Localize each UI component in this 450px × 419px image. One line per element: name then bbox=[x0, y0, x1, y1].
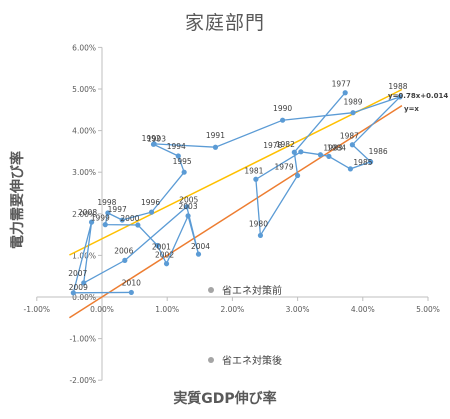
x-tick-label: 4.00% bbox=[351, 305, 375, 314]
data-label-1992: 1992 bbox=[142, 134, 161, 143]
data-label-2003: 2003 bbox=[179, 202, 198, 211]
data-label-1979: 1979 bbox=[275, 163, 294, 172]
data-label-2009: 2009 bbox=[69, 283, 88, 292]
data-label-1982: 1982 bbox=[276, 140, 295, 149]
x-tick-label: 2.00% bbox=[220, 305, 244, 314]
data-point-1987 bbox=[349, 142, 355, 148]
data-point-1979 bbox=[295, 172, 301, 179]
legend-marker-after bbox=[208, 356, 214, 363]
data-point-1988 bbox=[397, 94, 403, 100]
trendline-equation: y=0.78x+0.014 bbox=[388, 92, 448, 100]
y-tick-label: -2.00% bbox=[69, 376, 96, 385]
data-point-1978 bbox=[291, 149, 297, 155]
data-label-1998: 1998 bbox=[97, 198, 116, 207]
data-label-2010: 2010 bbox=[122, 278, 141, 287]
data-label-1993: 1993 bbox=[147, 134, 166, 143]
data-label-1987: 1987 bbox=[340, 132, 359, 141]
data-label-1994: 1994 bbox=[167, 142, 186, 151]
data-point-2010 bbox=[128, 289, 134, 296]
legend-item-after: 省エネ対策後 bbox=[208, 352, 282, 367]
data-point-2006 bbox=[122, 257, 128, 263]
data-point-1991 bbox=[212, 144, 219, 150]
data-point-1984 bbox=[326, 153, 332, 159]
data-label-1986: 1986 bbox=[369, 147, 388, 156]
data-label-1991: 1991 bbox=[206, 131, 225, 140]
data-point-2003 bbox=[185, 213, 191, 219]
data-label-1989: 1989 bbox=[343, 98, 362, 107]
data-point-1982 bbox=[298, 149, 304, 155]
data-label-1977: 1977 bbox=[332, 80, 351, 89]
data-point-1990 bbox=[280, 117, 286, 123]
data-point-1989 bbox=[350, 110, 356, 116]
data-point-1997 bbox=[119, 217, 125, 223]
data-point-1977 bbox=[342, 90, 348, 96]
x-axis-label: 実質GDP伸び率 bbox=[173, 391, 277, 407]
data-point-1986 bbox=[368, 159, 374, 165]
data-label-1997: 1997 bbox=[108, 205, 127, 214]
x-tick-label: 3.00% bbox=[286, 305, 310, 314]
data-label-1978: 1978 bbox=[263, 141, 282, 150]
data-point-1993 bbox=[150, 141, 157, 147]
series-line bbox=[72, 92, 401, 294]
data-label-1995: 1995 bbox=[173, 157, 192, 166]
data-point-1980 bbox=[257, 232, 264, 239]
y-tick-label: 2.00% bbox=[72, 210, 96, 219]
data-label-2002: 2002 bbox=[155, 251, 174, 260]
data-point-1999 bbox=[102, 222, 108, 228]
identity-line bbox=[68, 105, 403, 319]
data-point-1998 bbox=[105, 210, 111, 216]
y-tick-label: 4.00% bbox=[72, 127, 96, 136]
chart-title: 家庭部門 bbox=[184, 12, 265, 34]
legend-label-before: 省エネ対策前 bbox=[222, 286, 282, 297]
data-point-2009 bbox=[70, 290, 76, 296]
data-point-2000 bbox=[135, 222, 141, 228]
data-point-2008 bbox=[88, 219, 95, 225]
x-tick-label: 0.00% bbox=[90, 305, 114, 314]
data-point-1994 bbox=[175, 153, 181, 159]
y-tick-label: 5.00% bbox=[72, 85, 96, 94]
data-point-2004 bbox=[195, 251, 202, 257]
x-tick-label: 5.00% bbox=[416, 305, 440, 314]
y-tick-label: 1.00% bbox=[72, 251, 96, 260]
data-label-1985: 1985 bbox=[353, 158, 372, 167]
data-point-1983 bbox=[317, 152, 324, 158]
data-label-1983: 1983 bbox=[323, 144, 342, 153]
data-label-2006: 2006 bbox=[114, 246, 133, 255]
data-label-2001: 2001 bbox=[152, 242, 171, 251]
x-tick-label: 1.00% bbox=[155, 305, 179, 314]
data-label-2000: 2000 bbox=[120, 214, 139, 223]
x-tick-label: -1.00% bbox=[24, 305, 51, 314]
data-point-2002 bbox=[163, 261, 170, 267]
data-label-2007: 2007 bbox=[68, 269, 87, 278]
data-label-1988: 1988 bbox=[388, 82, 407, 91]
data-point-2007 bbox=[81, 280, 87, 286]
y-tick-label: 6.00% bbox=[72, 43, 96, 52]
y-tick-label: -1.00% bbox=[69, 335, 96, 344]
legend-item-before: 省エネ対策前 bbox=[208, 282, 282, 297]
trendline bbox=[69, 88, 403, 256]
data-point-2005 bbox=[184, 204, 190, 210]
data-point-1985 bbox=[347, 166, 354, 172]
data-label-2008: 2008 bbox=[78, 208, 97, 217]
data-label-1980: 1980 bbox=[249, 219, 268, 228]
y-tick-label: 0.00% bbox=[72, 293, 96, 302]
data-point-1981 bbox=[253, 176, 259, 182]
identity-line-label: y=x bbox=[404, 105, 419, 113]
y-tick-label: 3.00% bbox=[72, 168, 96, 177]
data-label-1984: 1984 bbox=[327, 143, 346, 152]
data-point-1996 bbox=[148, 209, 155, 215]
data-label-1990: 1990 bbox=[273, 104, 292, 113]
data-label-1996: 1996 bbox=[141, 198, 160, 207]
data-point-1995 bbox=[181, 169, 187, 175]
legend-label-after: 省エネ対策後 bbox=[222, 356, 282, 367]
data-label-1981: 1981 bbox=[244, 166, 263, 175]
legend-marker-before bbox=[208, 286, 214, 293]
data-label-1999: 1999 bbox=[91, 214, 110, 223]
data-label-2005: 2005 bbox=[179, 196, 198, 205]
data-label-2004: 2004 bbox=[191, 242, 210, 251]
data-point-2001 bbox=[154, 242, 161, 249]
